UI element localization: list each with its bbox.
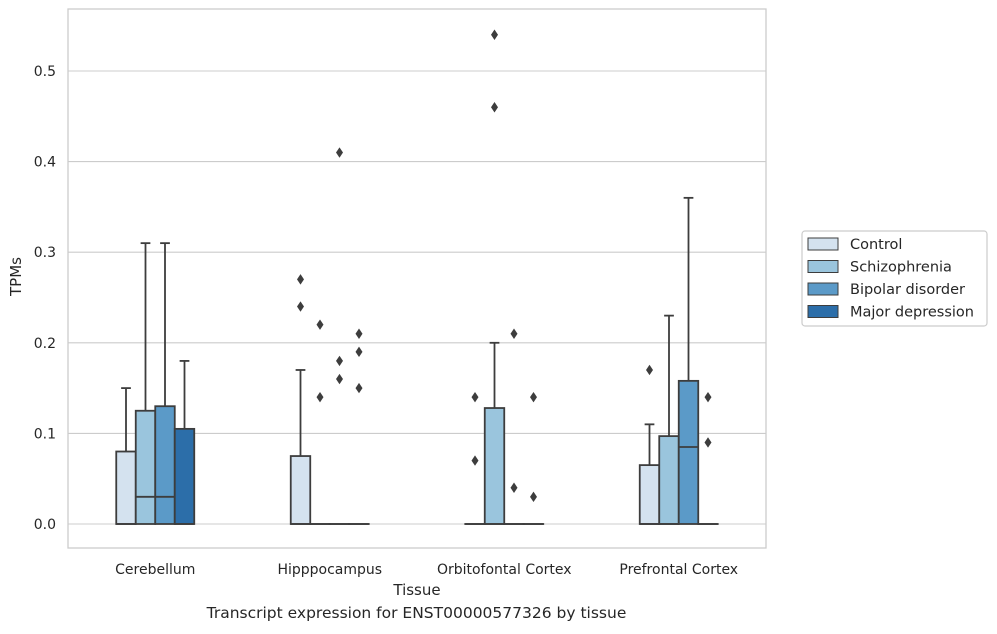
legend-swatch (807, 260, 839, 273)
legend-swatch (807, 282, 839, 296)
outlier-point (510, 328, 518, 339)
box-major-depression (697, 391, 719, 525)
x-tick-label: Cerebellum (115, 562, 195, 578)
box-body (173, 427, 196, 525)
box-control (464, 391, 486, 525)
outlier-point (704, 437, 712, 448)
legend-swatch (807, 305, 839, 318)
box-body (483, 407, 506, 525)
y-tick-label: 0.5 (34, 64, 56, 80)
box-control (289, 274, 312, 525)
box-control (115, 387, 137, 525)
box-body (677, 379, 700, 525)
box-body (658, 435, 680, 525)
box-body (289, 455, 312, 525)
outlier-point (297, 274, 304, 285)
outlier-point (491, 102, 498, 113)
figure-caption: Transcript expression for ENST0000057732… (206, 604, 627, 622)
box-bipolar-disorder (328, 147, 351, 525)
outlier-point (336, 147, 343, 158)
outlier-point (316, 319, 324, 330)
y-axis-label: TPMs (7, 257, 25, 297)
outlier-point (704, 391, 712, 403)
legend-label: Schizophrenia (850, 260, 952, 276)
legend-label: Control (850, 237, 902, 253)
y-tick-label: 0.0 (34, 517, 56, 533)
outlier-point (355, 346, 363, 358)
x-tick-label: Hipppocampus (277, 562, 382, 578)
outlier-point (316, 391, 324, 403)
y-tick-label: 0.1 (34, 426, 56, 442)
box-body (115, 450, 137, 525)
box-bipolar-disorder (503, 328, 525, 525)
box-bipolar-disorder (677, 196, 700, 525)
legend-label: Bipolar disorder (850, 282, 965, 298)
x-tick-label: Prefrontal Cortex (619, 562, 738, 578)
plot-frame (67, 8, 767, 549)
y-tick-label: 0.3 (34, 245, 56, 261)
legend: Control Schizophrenia Bipolar disorder Majo… (801, 230, 988, 327)
outlier-point (491, 29, 498, 40)
outlier-point (336, 373, 343, 385)
y-tick-label: 0.4 (34, 155, 56, 171)
box-control (638, 364, 661, 525)
legend-frame (801, 230, 988, 327)
box-body (638, 464, 661, 525)
outlier-point (510, 482, 518, 493)
box-body (154, 405, 176, 525)
box-schizophrenia (658, 314, 680, 525)
outlier-point (336, 355, 343, 367)
outlier-point (355, 382, 363, 394)
y-tick-label: 0.2 (34, 336, 56, 352)
outlier-point (297, 301, 304, 312)
box-major-depression (173, 360, 196, 525)
x-axis-label: Tissue (392, 581, 440, 599)
x-tick-label: Orbitofontal Cortex (437, 562, 572, 578)
outlier-point (355, 328, 363, 339)
box-body (134, 409, 157, 525)
box-major-depression (348, 328, 370, 525)
outlier-point (530, 391, 537, 403)
legend-swatch (807, 237, 839, 251)
legend-label: Major depression (850, 305, 974, 321)
outlier-point (530, 491, 537, 503)
box-schizophrenia (483, 29, 506, 525)
box-major-depression (522, 391, 545, 525)
outlier-point (471, 391, 479, 403)
outlier-point (646, 364, 653, 376)
outlier-point (471, 455, 479, 466)
